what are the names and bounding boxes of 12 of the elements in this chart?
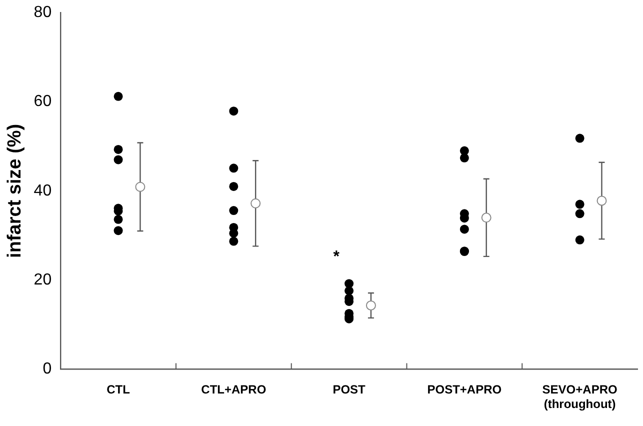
y-axis-title: infarct size (%) xyxy=(4,124,26,258)
x-tick-label: POST+APRO xyxy=(427,382,502,397)
annotation: * xyxy=(333,248,340,266)
x-tick-label: SEVO+APRO (throughout) xyxy=(542,382,618,412)
y-tick-label: 80 xyxy=(34,4,52,22)
y-tick-label: 0 xyxy=(42,360,52,378)
y-tick-label: 40 xyxy=(34,182,52,200)
y-tick-label: 20 xyxy=(34,271,52,288)
y-tick-label: 60 xyxy=(34,93,52,110)
x-tick-label: POST xyxy=(332,382,366,397)
x-tick-label: CTL xyxy=(106,382,130,397)
x-tick-label: CTL+APRO xyxy=(201,382,266,397)
